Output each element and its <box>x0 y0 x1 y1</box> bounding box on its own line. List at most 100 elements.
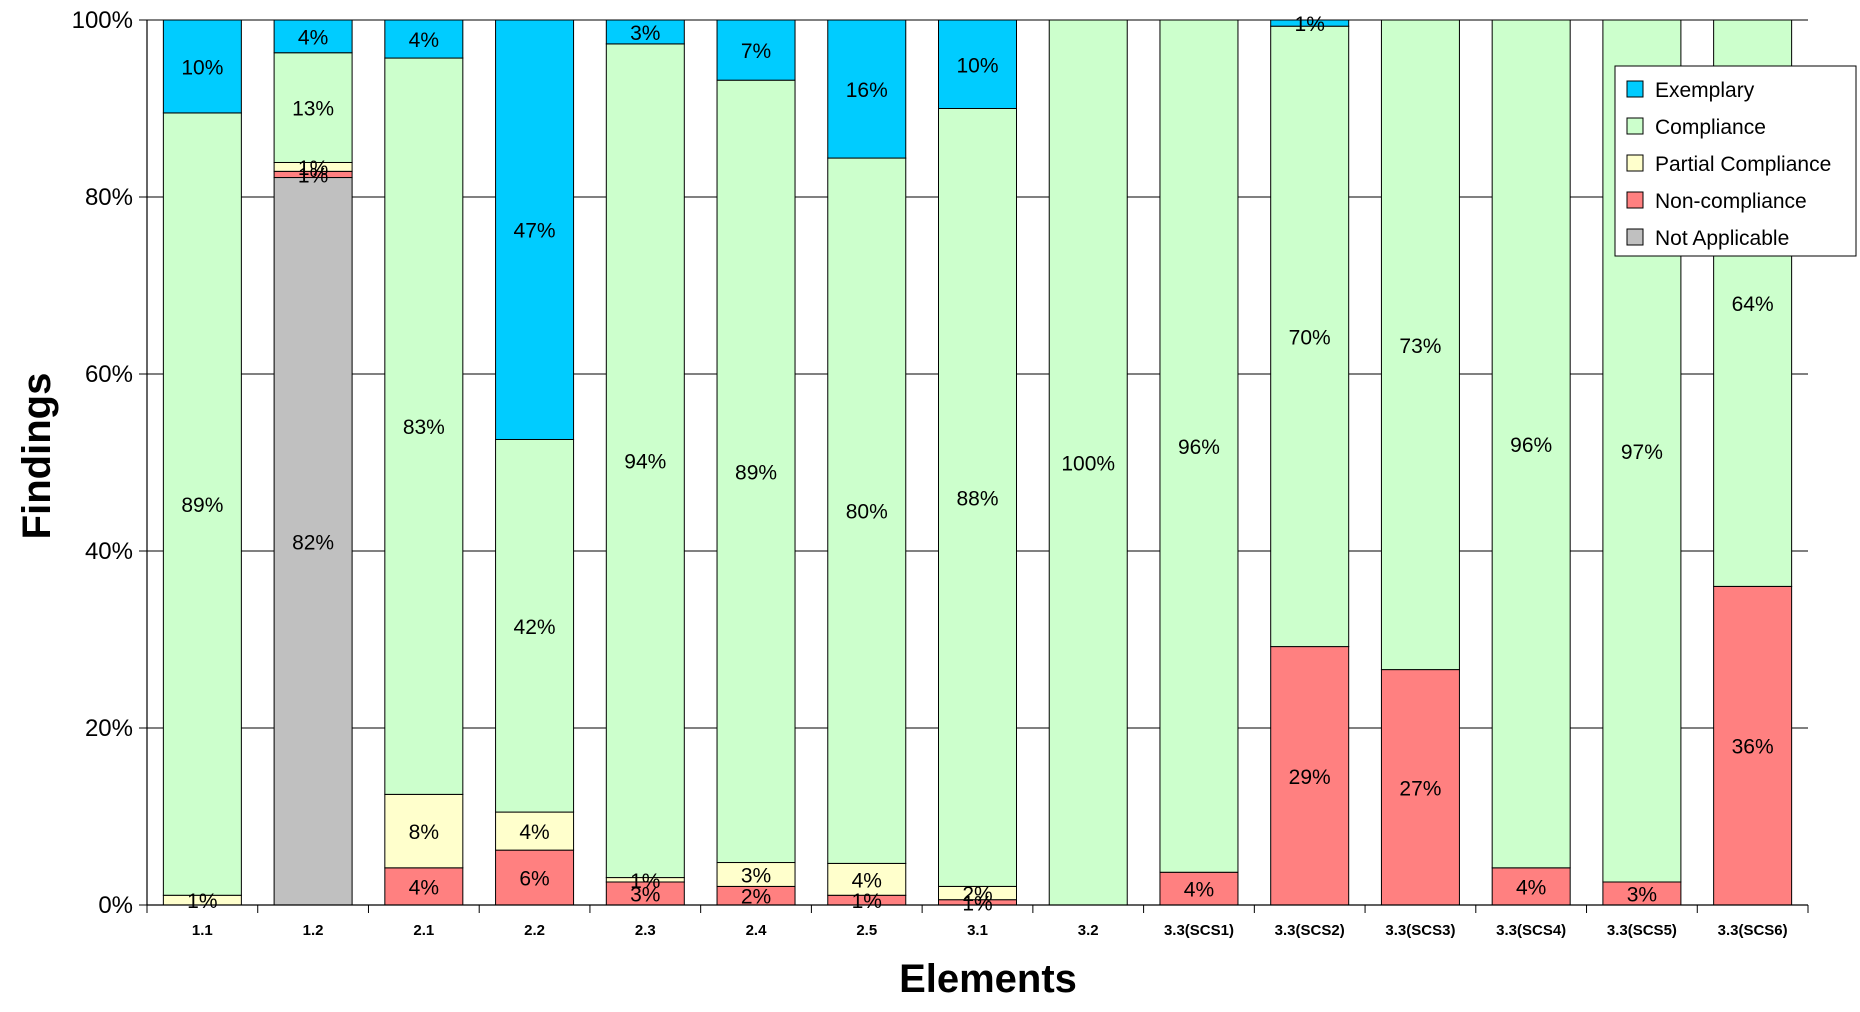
bar-value-label: 64% <box>1732 293 1774 316</box>
bar-value-label: 80% <box>846 501 888 524</box>
x-tick-label: 3.2 <box>1078 922 1099 939</box>
legend-entry-label: Not Applicable <box>1655 227 1789 250</box>
x-tick-label: 2.5 <box>856 922 877 939</box>
bar-segment <box>1048 19 1128 906</box>
y-tick-label: 40% <box>85 538 133 565</box>
legend-box <box>1614 65 1857 257</box>
bar-value-label: 1% <box>187 890 217 913</box>
legend-entry-label: Non-compliance <box>1655 190 1807 213</box>
x-tick-label: 2.2 <box>524 922 545 939</box>
bar-segment <box>495 811 575 851</box>
legend-swatch <box>1626 80 1644 98</box>
bar-value-label: 1% <box>298 164 328 187</box>
bar-value-label: 4% <box>409 876 439 899</box>
bar-segment <box>605 19 685 45</box>
x-tick-label: 3.3(SCS5) <box>1607 922 1677 939</box>
bar-value-label: 83% <box>403 416 445 439</box>
bar-segment <box>273 177 353 906</box>
bar-value-label: 97% <box>1621 441 1663 464</box>
bar-value-label: 96% <box>1178 436 1220 459</box>
y-axis-title: Findings <box>15 373 59 540</box>
bar-segment <box>162 112 242 896</box>
bar-value-label: 1% <box>852 890 882 913</box>
bar-value-label: 3% <box>630 22 660 45</box>
legend: Exemplary Compliance Partial Compliance Non… <box>1614 65 1857 257</box>
bar-value-label: 13% <box>292 98 334 121</box>
bar-segment <box>384 57 464 795</box>
bar-segment <box>827 157 907 864</box>
bar-value-label: 1% <box>962 892 992 915</box>
x-tick-label: 2.4 <box>746 922 768 939</box>
data-labels: 1%89%10%82%1%1%13%4%4%8%83%4%6%4%42%47%3… <box>181 13 1773 915</box>
bar-value-label: 4% <box>298 26 328 49</box>
bar-value-label: 4% <box>409 29 439 52</box>
bar-value-label: 8% <box>409 821 439 844</box>
bar-segment <box>938 19 1017 109</box>
legend-swatch <box>1626 228 1644 246</box>
bar-value-label: 36% <box>1732 736 1774 759</box>
x-axis-title: Elements <box>899 957 1077 1001</box>
bar-segment <box>827 862 907 896</box>
bar-value-label: 96% <box>1510 434 1552 457</box>
bar-segment <box>384 793 464 869</box>
y-tick-label: 80% <box>85 184 133 211</box>
bar-value-label: 6% <box>519 868 549 891</box>
bar-value-label: 1% <box>1295 13 1325 36</box>
bar-value-label: 2% <box>741 886 771 909</box>
x-tick-label: 3.3(SCS2) <box>1275 922 1345 939</box>
x-tick-label: 3.3(SCS6) <box>1718 922 1788 939</box>
bar-value-label: 4% <box>1516 876 1546 899</box>
bar-value-label: 89% <box>735 461 777 484</box>
bar-segment <box>1270 19 1350 27</box>
legend-entry-label: Compliance <box>1655 116 1766 139</box>
bar-segment <box>1491 19 1571 869</box>
bar-value-label: 4% <box>852 869 882 892</box>
bar-segment <box>273 52 353 163</box>
x-tick-label: 3.3(SCS4) <box>1496 922 1566 939</box>
bar-value-label: 10% <box>956 54 998 77</box>
bar-value-label: 27% <box>1399 777 1441 800</box>
bar-segment <box>495 849 575 906</box>
bar-segment <box>384 867 464 906</box>
bar-value-label: 4% <box>1184 879 1214 902</box>
bar-value-label: 82% <box>292 531 334 554</box>
bar-segment <box>162 19 242 114</box>
bars <box>162 19 1793 906</box>
bar-value-label: 94% <box>624 451 666 474</box>
bar-segment <box>605 43 685 879</box>
bar-value-label: 3% <box>741 864 771 887</box>
y-tick-label: 20% <box>85 715 133 742</box>
y-tick-label: 60% <box>85 361 133 388</box>
bar-value-label: 16% <box>846 79 888 102</box>
bar-value-label: 3% <box>1627 883 1657 906</box>
legend-swatch <box>1626 117 1644 135</box>
x-tick-label: 3.1 <box>967 922 988 939</box>
bar-segment <box>827 19 907 159</box>
bar-value-label: 88% <box>956 487 998 510</box>
bar-segment <box>1713 585 1793 906</box>
bar-value-label: 3% <box>630 883 660 906</box>
y-tick-label: 100% <box>72 7 133 34</box>
bar-value-label: 70% <box>1289 326 1331 349</box>
bar-value-label: 4% <box>519 821 549 844</box>
legend-swatch <box>1626 154 1644 172</box>
bar-segment <box>1159 19 1239 873</box>
legend-entry-label: Partial Compliance <box>1655 153 1831 176</box>
bar-value-label: 7% <box>741 40 771 63</box>
x-tick-label: 1.2 <box>303 922 324 939</box>
bar-segment <box>384 19 464 59</box>
bar-value-label: 10% <box>181 56 223 79</box>
bar-segment <box>495 438 575 813</box>
x-tick-label: 1.1 <box>192 922 213 939</box>
bar-value-label: 100% <box>1061 453 1115 476</box>
bar-segment <box>1380 19 1460 671</box>
bar-segment <box>716 79 796 864</box>
bar-value-label: 1% <box>630 870 660 893</box>
x-tick-label: 2.1 <box>413 922 434 939</box>
bar-segment <box>495 19 575 440</box>
bar-value-label: 29% <box>1289 766 1331 789</box>
bar-value-label: 1% <box>298 157 328 180</box>
bar-value-label: 89% <box>181 494 223 517</box>
